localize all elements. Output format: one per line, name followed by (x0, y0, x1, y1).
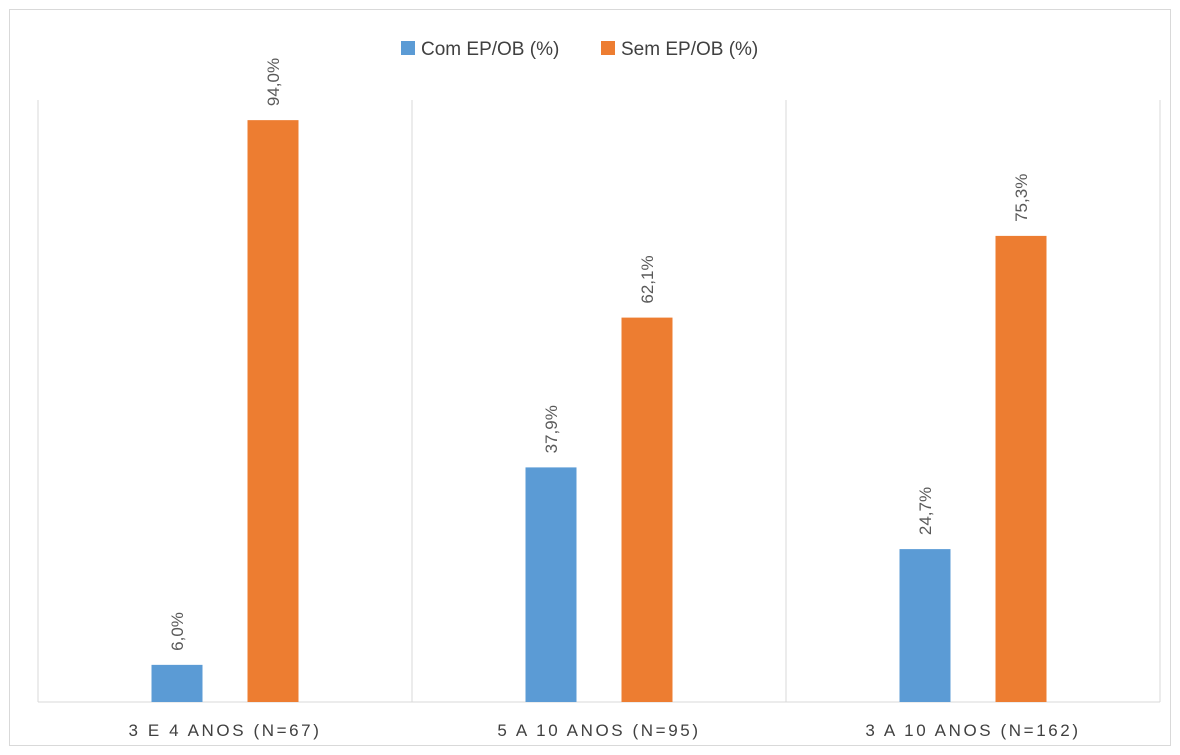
bars (151, 120, 1047, 702)
bar-sem-3-e-4-anos (247, 120, 299, 702)
category-labels: 3 E 4 ANOS (N=67) 5 A 10 ANOS (N=95) 3 A… (128, 721, 1080, 740)
legend-label-com: Com EP/OB (%) (421, 39, 559, 60)
data-label-sem-3-e-4-anos: 94,0% (264, 58, 283, 106)
data-label-sem-5-a-10-anos: 62,1% (638, 255, 657, 303)
bar-com-5-a-10-anos (525, 467, 577, 702)
legend-swatch-com (401, 41, 415, 55)
legend: Com EP/OB (%) Sem EP/OB (%) (401, 39, 758, 60)
legend-swatch-sem (601, 41, 615, 55)
data-labels: 6,0% 94,0% 37,9% 62,1% 24,7% 75,3% (168, 58, 1031, 651)
bar-sem-3-a-10-anos (995, 235, 1047, 702)
bar-sem-5-a-10-anos (621, 317, 673, 702)
data-label-com-3-a-10-anos: 24,7% (916, 487, 935, 535)
data-label-com-3-e-4-anos: 6,0% (168, 612, 187, 651)
legend-label-sem: Sem EP/OB (%) (621, 39, 758, 60)
category-label-3-a-10-anos: 3 A 10 ANOS (N=162) (865, 721, 1080, 740)
data-label-com-5-a-10-anos: 37,9% (542, 405, 561, 453)
data-label-sem-3-a-10-anos: 75,3% (1012, 174, 1031, 222)
bar-com-3-e-4-anos (151, 664, 203, 702)
chart-frame (9, 9, 1171, 746)
bar-com-3-a-10-anos (899, 549, 951, 702)
plot-grid (37, 100, 1161, 703)
category-label-5-a-10-anos: 5 A 10 ANOS (N=95) (497, 721, 700, 740)
category-label-3-e-4-anos: 3 E 4 ANOS (N=67) (128, 721, 321, 740)
